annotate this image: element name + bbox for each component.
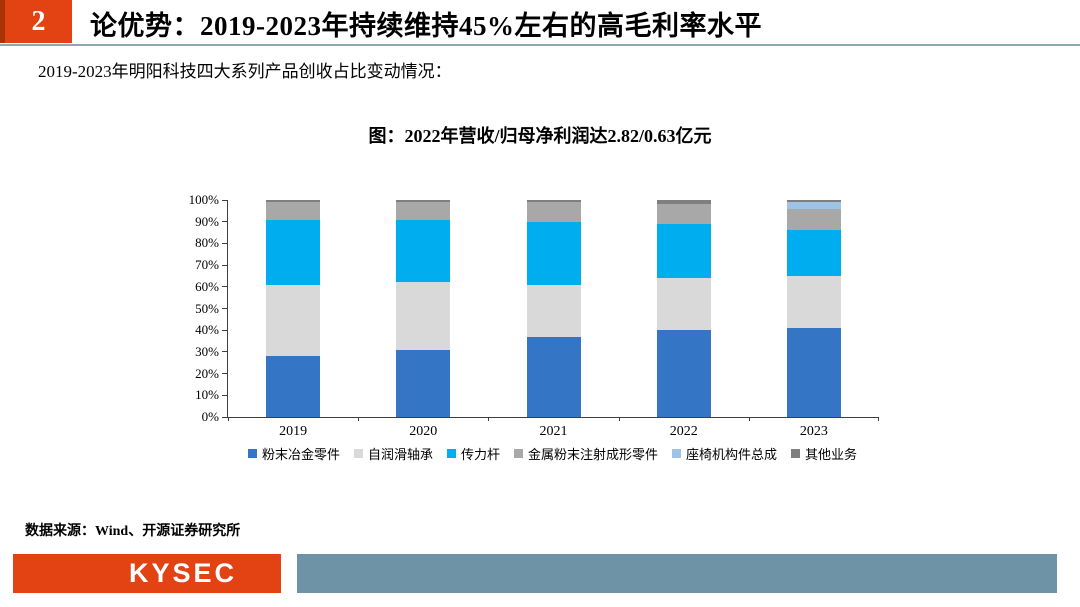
bar-segment-粉末冶金零件 (786, 328, 841, 417)
bar-column (786, 200, 841, 417)
legend-item: 传力杆 (446, 444, 500, 463)
bar-segment-其他业务 (656, 200, 711, 205)
bar-segment-座椅机构件总成 (786, 202, 841, 209)
kysec-logo-bar: KYSEC (13, 554, 281, 593)
page-number: 2 (31, 5, 46, 37)
bar-segment-自润滑轴承 (396, 282, 451, 350)
y-axis-tick-label: 90% (195, 213, 219, 229)
data-source: 数据来源：Wind、开源证券研究所 (25, 524, 241, 539)
bar-segment-其他业务 (396, 200, 451, 203)
bar-column (526, 200, 581, 417)
y-axis-tick (222, 329, 227, 331)
bar-segment-其他业务 (266, 200, 321, 203)
x-axis-tick (618, 417, 620, 421)
x-axis-tick (488, 417, 490, 421)
y-axis-tick (222, 242, 227, 244)
legend-item: 粉末冶金零件 (247, 444, 340, 463)
y-axis-tick (222, 416, 227, 418)
legend-label: 自润滑轴承 (367, 447, 433, 462)
page-number-badge: 2 (0, 0, 72, 43)
bar-segment-粉末冶金零件 (266, 356, 321, 417)
legend-label: 座椅机构件总成 (686, 447, 778, 462)
x-axis-label: 2020 (409, 424, 438, 439)
legend-item: 其他业务 (791, 444, 857, 463)
bar-segment-自润滑轴承 (526, 284, 581, 337)
bar-column (656, 200, 711, 417)
kysec-logo-text: KYSEC (128, 558, 238, 588)
bar-segment-传力杆 (786, 230, 841, 276)
y-axis-tick-label: 100% (188, 192, 219, 207)
bar-segment-自润滑轴承 (656, 278, 711, 331)
header-rule (0, 44, 1080, 46)
x-axis-label: 2023 (799, 424, 828, 439)
bar-segment-金属粉末注射成形零件 (266, 202, 321, 220)
legend-item: 金属粉末注射成形零件 (514, 444, 658, 463)
plot-area: 0% 10% 20% 30% 40% 50% 60% 70% 80% 90% 100% 2019 202… (189, 192, 879, 439)
y-axis-tick (222, 394, 227, 396)
bar-segment-金属粉末注射成形零件 (396, 202, 451, 220)
y-axis-tick (222, 264, 227, 266)
x-axis-tick (358, 417, 360, 421)
legend-label: 金属粉末注射成形零件 (528, 447, 659, 462)
bar-segment-其他业务 (526, 200, 581, 203)
y-axis-tick (222, 221, 227, 223)
bar-segment-其他业务 (786, 200, 841, 203)
y-axis-tick (222, 308, 227, 309)
bar-segment-粉末冶金零件 (656, 330, 711, 417)
legend-swatch (247, 449, 257, 458)
bar-segment-传力杆 (526, 221, 581, 285)
bar-segment-自润滑轴承 (786, 275, 841, 329)
legend-swatch (446, 449, 456, 458)
chart-title: 图：2022年营收/归母净利润达2.82/0.63亿元 (368, 126, 712, 146)
bar-column (396, 200, 451, 417)
bar-segment-传力杆 (266, 219, 321, 285)
x-axis-tick (228, 417, 229, 421)
x-axis-label: 2019 (279, 424, 308, 439)
bar-segment-粉末冶金零件 (396, 349, 451, 417)
chart-legend: 粉末冶金零件 自润滑轴承 传力杆 金属粉末注射成形零件 座椅机构件总成 其他业务 (227, 444, 878, 463)
legend-swatch (672, 449, 682, 458)
y-axis-tick-label: 10% (195, 387, 219, 403)
x-axis-tick (748, 417, 750, 421)
legend-swatch (791, 449, 801, 458)
y-axis-tick (222, 199, 227, 201)
y-axis-tick-label: 20% (195, 365, 219, 381)
y-axis-tick-label: 0% (201, 409, 219, 424)
bar-segment-粉末冶金零件 (526, 336, 581, 417)
bar-column (266, 200, 321, 417)
legend-item: 座椅机构件总成 (672, 444, 777, 463)
bar-segment-传力杆 (396, 219, 451, 283)
bar-segment-金属粉末注射成形零件 (656, 204, 711, 224)
y-axis-tick (222, 351, 227, 353)
bar-segment-金属粉末注射成形零件 (786, 208, 841, 231)
legend-swatch (353, 449, 363, 458)
bar-segment-传力杆 (656, 223, 711, 279)
x-axis-label: 2022 (669, 424, 698, 439)
footer-accent-bar (297, 554, 1057, 593)
y-axis-tick (222, 373, 227, 375)
section-subtitle: 2019-2023年明阳科技四大系列产品创收占比变动情况： (38, 62, 452, 81)
bar-segment-自润滑轴承 (266, 284, 321, 357)
y-axis-tick-label: 70% (195, 257, 219, 273)
bar-segment-金属粉末注射成形零件 (526, 202, 581, 222)
y-axis-tick-label: 30% (195, 343, 219, 359)
page-title: 论优势：2019-2023年持续维持45%左右的高毛利率水平 (90, 10, 762, 41)
y-axis-tick-label: 40% (195, 322, 219, 338)
legend-label: 传力杆 (460, 447, 500, 462)
legend-label: 粉末冶金零件 (261, 447, 340, 462)
y-axis-tick (222, 286, 227, 288)
y-axis-tick-label: 80% (195, 235, 219, 251)
legend-label: 其他业务 (805, 447, 858, 462)
x-axis-label: 2021 (539, 424, 568, 439)
y-axis-tick-label: 60% (195, 278, 219, 294)
x-axis-tick (878, 417, 879, 421)
legend-swatch (514, 449, 523, 458)
y-axis-tick-label: 50% (195, 300, 219, 316)
legend-item: 自润滑轴承 (353, 444, 433, 463)
